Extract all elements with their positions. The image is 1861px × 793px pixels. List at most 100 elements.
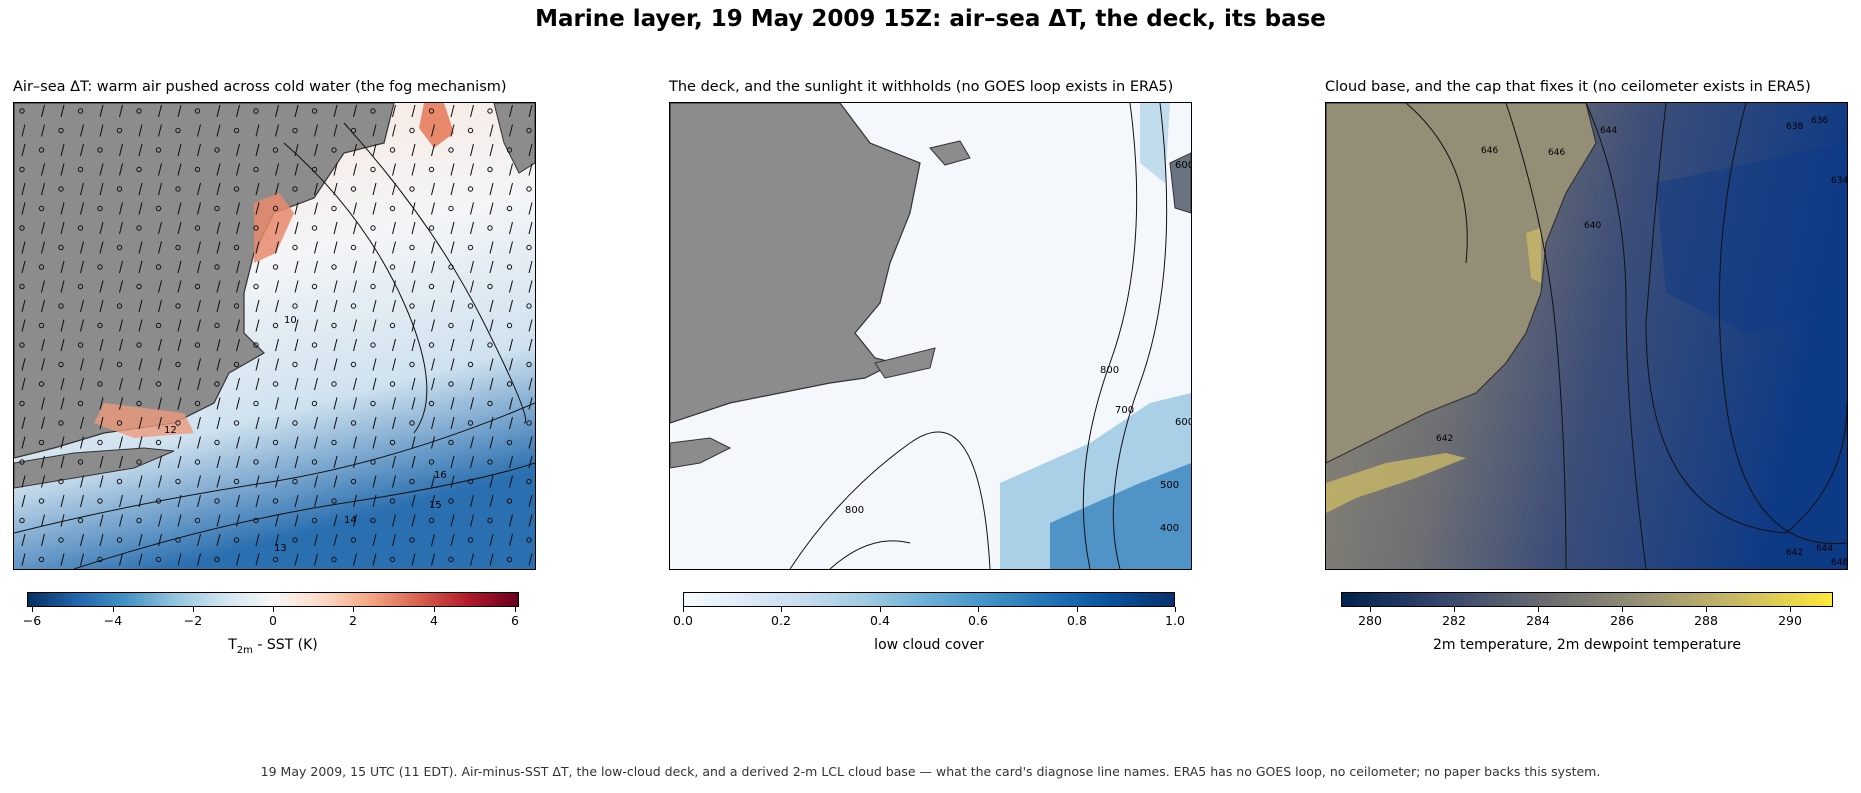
wind-barb (392, 182, 396, 196)
wind-barb (333, 163, 338, 176)
wind-barb (314, 553, 318, 566)
wind-barb (41, 299, 45, 313)
wind-barb (450, 455, 455, 469)
wind-barb (392, 124, 396, 137)
wind-barb (116, 361, 123, 368)
wind-barb (314, 533, 318, 547)
wind-barb (216, 514, 221, 527)
wind-barb (233, 478, 240, 485)
wind-barb (97, 381, 103, 387)
wind-barb (528, 319, 533, 332)
wind-barb (136, 166, 142, 173)
wind-barb (489, 202, 494, 215)
wind-barb (470, 494, 474, 508)
wind-barb (97, 498, 103, 504)
wind-barb (236, 143, 240, 157)
wind-barb (411, 202, 416, 215)
wind-barb (350, 186, 357, 192)
wind-barb (21, 553, 26, 566)
wind-barb (175, 186, 181, 192)
wind-barb (197, 143, 201, 157)
wind-barb (158, 221, 162, 235)
contour-label: 600 (1175, 417, 1191, 428)
wind-barb (194, 459, 201, 465)
wind-barb (350, 420, 357, 426)
wind-barb (253, 283, 259, 290)
wind-barb (275, 182, 279, 196)
wind-barb (333, 280, 338, 293)
wind-barb (119, 338, 123, 352)
wind-barb (19, 400, 25, 407)
wind-barb (470, 104, 474, 118)
wind-barb (99, 163, 104, 176)
wind-barb (350, 244, 357, 251)
wind-barb (194, 108, 201, 114)
wind-barb (58, 127, 64, 134)
wind-barb (353, 280, 357, 293)
wind-barb (467, 420, 474, 426)
wind-barb (275, 455, 279, 469)
wind-barb (528, 455, 533, 469)
wind-barb (450, 280, 455, 293)
wind-barb (60, 436, 65, 449)
wind-barb (177, 260, 182, 274)
wind-barb (80, 416, 84, 430)
wind-barb (372, 436, 377, 449)
contour-label: 634 (1831, 176, 1847, 186)
wind-barb (60, 202, 65, 215)
wind-barb (333, 455, 338, 469)
wind-barb (331, 205, 337, 212)
wind-barb (333, 397, 338, 410)
wind-barbs (19, 104, 533, 566)
wind-barb (155, 147, 162, 153)
wind-barb (314, 260, 318, 274)
wind-barb (506, 322, 513, 329)
wind-barb (353, 319, 357, 332)
wind-barb (60, 319, 65, 332)
wind-barb (197, 299, 201, 313)
wind-barb (41, 475, 45, 488)
wind-barb (41, 280, 45, 293)
wind-barb (155, 205, 162, 212)
wind-barb (119, 494, 123, 508)
wind-barb (136, 342, 142, 348)
wind-barb (119, 397, 123, 410)
wind-barb (333, 299, 338, 313)
wind-barb (99, 533, 104, 547)
wind-barb (80, 143, 84, 157)
wind-barb (294, 319, 299, 332)
wind-barb (194, 166, 201, 173)
wind-barb (526, 478, 532, 485)
contour-line-3 (1645, 103, 1847, 534)
wind-barb (311, 342, 318, 348)
wind-barb (389, 439, 396, 446)
contour-label: 400 (1160, 523, 1179, 534)
wind-barb (350, 537, 357, 543)
warm-coast-strip (1326, 453, 1466, 513)
wind-barb (236, 280, 240, 293)
wind-barb (216, 416, 221, 430)
cold-sea-core (1656, 143, 1847, 333)
wind-barb (138, 475, 143, 488)
wind-barb (99, 416, 104, 430)
wind-barb (119, 319, 123, 332)
wind-barb (311, 108, 318, 114)
wind-barb (292, 420, 298, 426)
wind-barb (116, 420, 123, 426)
wind-barb (411, 163, 416, 176)
wind-barb (370, 108, 376, 114)
wind-barb (80, 241, 84, 254)
wind-barb (60, 143, 65, 157)
wind-barb (21, 533, 26, 547)
wind-barb (411, 455, 416, 469)
wind-barb (392, 338, 396, 352)
wind-barb (80, 202, 84, 215)
wind-barb (292, 127, 298, 134)
wind-barb (528, 338, 533, 352)
wind-barb (233, 361, 240, 368)
cbar-tick: 282 (1442, 613, 1466, 628)
wind-barb (77, 400, 84, 407)
wind-barb (175, 127, 181, 134)
wind-barb (428, 517, 435, 524)
contour-label: 646 (1548, 148, 1565, 158)
